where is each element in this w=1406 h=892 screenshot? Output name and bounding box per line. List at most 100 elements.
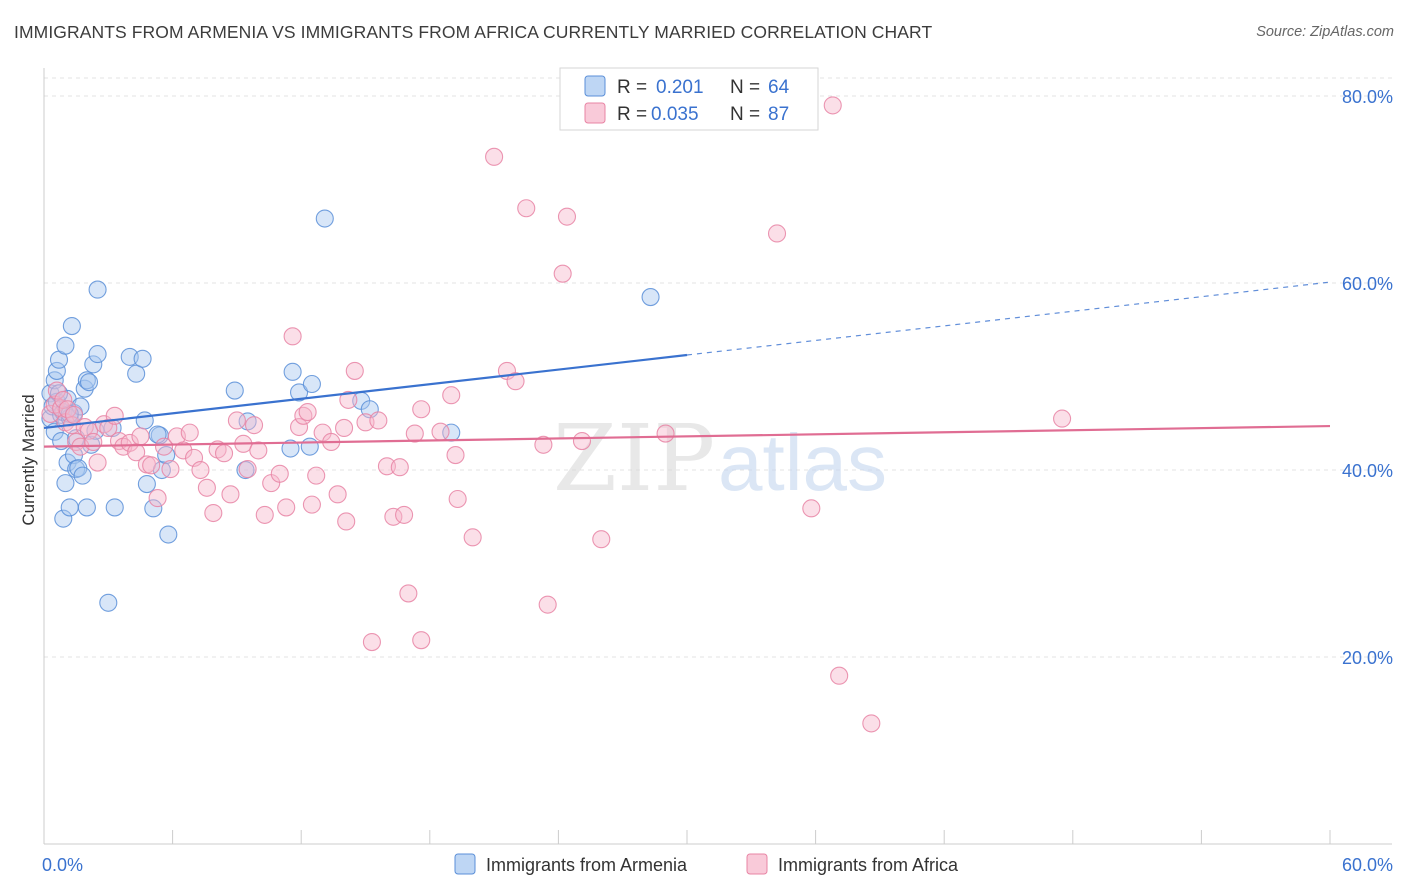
point-africa-52 <box>307 466 326 485</box>
legend-r-label-1: R = <box>617 77 647 98</box>
point-armenia-40 <box>133 349 152 368</box>
point-africa-37 <box>221 485 240 504</box>
point-africa-2 <box>47 381 66 400</box>
point-armenia-47 <box>159 525 178 544</box>
point-africa-13 <box>84 432 103 452</box>
point-africa-74 <box>463 528 482 547</box>
legend-r-value-1: 0.201 <box>656 77 704 98</box>
point-africa-47 <box>283 327 302 346</box>
point-africa-67 <box>405 424 424 443</box>
trend-line-armenia-extension <box>686 281 1331 356</box>
point-africa-51 <box>302 495 321 514</box>
series-legend-swatch-armenia <box>454 853 476 875</box>
legend-n-value-2: 87 <box>768 104 789 125</box>
point-armenia-29 <box>79 373 99 392</box>
point-armenia-39 <box>127 364 146 383</box>
point-armenia-28 <box>77 498 96 517</box>
point-africa-85 <box>767 224 787 243</box>
point-africa-77 <box>506 372 525 391</box>
point-africa-8 <box>64 405 84 424</box>
point-africa-87 <box>830 666 849 685</box>
point-africa-30 <box>180 423 199 442</box>
point-armenia-53 <box>290 383 309 402</box>
point-africa-86 <box>802 499 821 518</box>
point-africa-0 <box>41 404 60 423</box>
legend-swatch-africa <box>584 102 606 124</box>
point-africa-91 <box>656 424 675 443</box>
gridlines <box>44 77 1392 658</box>
point-armenia-10 <box>54 509 73 528</box>
point-armenia-60 <box>641 288 660 307</box>
legend-box: R = 0.201 N = 64 R = 0.035 N = 87 <box>559 67 819 131</box>
point-africa-66 <box>399 584 418 603</box>
point-africa-43 <box>255 505 274 524</box>
point-armenia-31 <box>84 355 103 374</box>
watermark-atlas: atlas <box>718 418 887 507</box>
point-armenia-6 <box>47 361 66 380</box>
point-africa-62 <box>369 411 388 430</box>
point-africa-63 <box>377 457 396 476</box>
point-armenia-33 <box>88 280 107 299</box>
point-africa-50 <box>298 403 317 422</box>
point-africa-61 <box>362 633 381 652</box>
legend-r-value-2: 0.035 <box>651 104 699 125</box>
point-africa-42 <box>249 441 268 460</box>
y-tick-label-1: 40.0% <box>1342 461 1393 481</box>
series-legend-swatch-africa <box>746 853 768 875</box>
point-armenia-52 <box>283 362 302 381</box>
point-africa-27 <box>161 460 180 479</box>
trend-lines <box>43 281 1331 448</box>
point-africa-41 <box>244 416 264 435</box>
point-armenia-35 <box>99 593 118 612</box>
point-africa-38 <box>227 411 246 430</box>
legend-n-value-1: 64 <box>768 77 790 98</box>
series-armenia-points <box>41 209 660 612</box>
point-armenia-43 <box>144 499 163 518</box>
y-tick-label-3: 80.0% <box>1342 87 1393 107</box>
point-armenia-18 <box>62 316 81 336</box>
point-armenia-34 <box>88 345 107 364</box>
point-africa-48 <box>290 417 309 437</box>
legend-n-label-1: N = <box>730 77 760 98</box>
y-tick-labels: 20.0% 40.0% 60.0% 80.0% <box>1342 87 1393 668</box>
point-africa-34 <box>204 503 223 523</box>
chart-title: IMMIGRANTS FROM ARMENIA VS IMMIGRANTS FR… <box>14 22 933 42</box>
point-africa-25 <box>148 489 167 508</box>
point-africa-26 <box>154 437 174 456</box>
point-armenia-54 <box>300 437 319 456</box>
point-africa-24 <box>142 456 161 475</box>
point-africa-46 <box>277 498 296 517</box>
point-armenia-13 <box>56 474 75 493</box>
watermark-zip: ZIP <box>553 405 715 512</box>
point-africa-89 <box>823 96 842 115</box>
point-africa-72 <box>446 446 465 465</box>
point-africa-92 <box>395 505 414 524</box>
point-africa-69 <box>412 631 431 650</box>
x-tick-label-0: 0.0% <box>42 855 83 875</box>
point-africa-65 <box>390 458 409 477</box>
legend-r-label-2: R = <box>617 104 647 125</box>
point-africa-68 <box>412 400 431 419</box>
point-armenia-25 <box>73 466 92 485</box>
point-armenia-55 <box>302 374 321 394</box>
point-africa-36 <box>214 444 234 463</box>
trend-line-africa <box>43 424 1331 448</box>
point-armenia-42 <box>137 474 156 494</box>
point-africa-88 <box>862 714 881 733</box>
point-africa-70 <box>431 422 450 441</box>
point-africa-4 <box>54 390 73 409</box>
point-armenia-37 <box>105 498 124 517</box>
series-legend-label-africa: Immigrants from Africa <box>778 855 959 875</box>
point-africa-73 <box>448 489 467 509</box>
point-africa-33 <box>197 478 216 497</box>
point-africa-75 <box>485 147 504 166</box>
point-armenia-51 <box>281 439 300 458</box>
x-tick-label-1: 60.0% <box>1342 855 1393 875</box>
point-africa-55 <box>328 485 347 504</box>
point-africa-17 <box>105 406 124 425</box>
y-tick-label-0: 20.0% <box>1342 648 1393 668</box>
axes <box>43 68 1392 845</box>
source-credit: Source: ZipAtlas.com <box>1256 24 1394 40</box>
point-armenia-12 <box>56 336 75 355</box>
